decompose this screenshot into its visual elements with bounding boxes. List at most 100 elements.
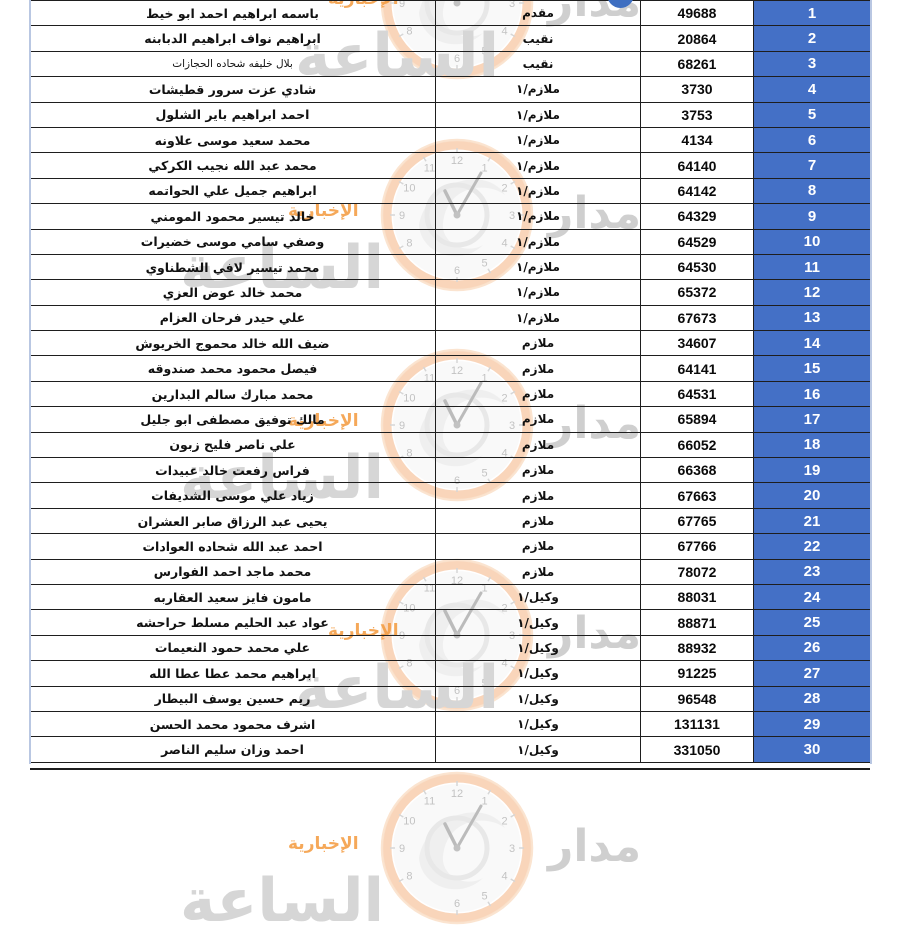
svg-text:4: 4 bbox=[502, 26, 508, 38]
table-row: وصفي سامي موسى خضيرات ملازم/١ 64529 10 bbox=[30, 229, 870, 255]
watermark-tagline: الإخبارية bbox=[328, 621, 399, 641]
officer-serial-cell: 28 bbox=[754, 686, 870, 711]
officer-serial-cell: 10 bbox=[754, 229, 870, 254]
officer-name-cell: زياد علي موسى الشديفات bbox=[30, 483, 436, 508]
table-row: مامون فايز سعيد العقاربه وكيل/١ 88031 24 bbox=[30, 584, 870, 611]
watermark-brand-alsaa: الساعة bbox=[180, 443, 385, 513]
officers-table: باسمه ابراهيم احمد ابو خيط مقدم 49688 1 ابرا… bbox=[30, 0, 870, 763]
officer-number-cell: 66052 bbox=[641, 432, 754, 458]
table-row: فيصل محمود محمد صندوقه ملازم 64141 15 bbox=[30, 356, 870, 382]
svg-text:2: 2 bbox=[502, 183, 508, 195]
svg-text:5: 5 bbox=[481, 468, 487, 480]
officer-serial-cell: 9 bbox=[754, 204, 870, 229]
officer-serial-cell: 7 bbox=[754, 153, 870, 178]
svg-text:1: 1 bbox=[481, 372, 487, 384]
officer-serial-cell: 30 bbox=[754, 737, 870, 762]
officer-serial-cell: 20 bbox=[754, 483, 870, 508]
table-row: بلال خليفه شحاده الحجازات نقيب 68261 3 bbox=[30, 51, 870, 78]
officer-name-cell: احمد عبد الله شحاده العوادات bbox=[30, 534, 436, 559]
svg-text:1: 1 bbox=[481, 795, 487, 807]
officer-serial-cell: 3 bbox=[754, 51, 870, 77]
officer-serial-cell: 26 bbox=[754, 635, 870, 661]
officer-name-cell: محمد ماجد احمد الفوارس bbox=[30, 559, 436, 584]
officer-serial-cell: 4 bbox=[754, 77, 870, 102]
officer-name-cell: محمد سعيد موسى علاونه bbox=[30, 127, 436, 153]
svg-text:1: 1 bbox=[481, 582, 487, 594]
table-row: احمد ابراهيم باير الشلول ملازم/١ 3753 5 bbox=[30, 102, 870, 128]
officer-serial-cell: 29 bbox=[754, 711, 870, 737]
officer-serial-cell: 25 bbox=[754, 610, 870, 635]
watermark-tagline: الإخبارية bbox=[288, 411, 359, 431]
svg-text:4: 4 bbox=[502, 238, 508, 250]
table-bottom-double-border bbox=[30, 768, 870, 770]
svg-text:3: 3 bbox=[509, 210, 515, 222]
svg-text:11: 11 bbox=[424, 582, 435, 594]
officer-number-cell: 64530 bbox=[641, 254, 754, 280]
officer-rank-cell: ملازم bbox=[436, 534, 641, 559]
table-row: زياد علي موسى الشديفات ملازم 67663 20 bbox=[30, 483, 870, 509]
officer-name-cell: ابراهيم محمد عطا عطا الله bbox=[30, 661, 436, 686]
officer-rank-cell: ملازم/١ bbox=[436, 178, 641, 204]
officer-serial-cell: 24 bbox=[754, 584, 870, 610]
officer-number-cell: 88932 bbox=[641, 635, 754, 661]
officer-rank-cell: ملازم/١ bbox=[436, 254, 641, 280]
officer-rank-cell: مقدم bbox=[436, 1, 641, 26]
svg-text:9: 9 bbox=[399, 630, 405, 642]
svg-text:12: 12 bbox=[451, 155, 463, 167]
svg-text:8: 8 bbox=[406, 448, 412, 460]
officer-number-cell: 64531 bbox=[641, 381, 754, 407]
officer-number-cell: 64329 bbox=[641, 204, 754, 229]
svg-text:2: 2 bbox=[502, 816, 508, 828]
officer-number-cell: 3730 bbox=[641, 77, 754, 102]
officer-rank-cell: ملازم/١ bbox=[436, 102, 641, 127]
officer-number-cell: 3753 bbox=[641, 102, 754, 127]
officer-rank-cell: ملازم bbox=[436, 407, 641, 432]
table-row: علي حيدر فرحان العزام ملازم/١ 67673 13 bbox=[30, 305, 870, 332]
officer-name-cell: باسمه ابراهيم احمد ابو خيط bbox=[30, 1, 436, 26]
watermark-tagline: الإخبارية bbox=[288, 834, 359, 854]
svg-text:6: 6 bbox=[454, 685, 460, 697]
table-row: ابراهيم نواف ابراهيم الدبابنه نقيب 20864 2 bbox=[30, 26, 870, 52]
officer-name-cell: يحيى عبد الرزاق صابر العشران bbox=[30, 508, 436, 534]
officer-number-cell: 131131 bbox=[641, 711, 754, 737]
officer-name-cell: ابراهيم جميل علي الحواتمه bbox=[30, 178, 436, 204]
officer-name-cell: احمد وزان سليم الناصر bbox=[30, 737, 436, 762]
officer-serial-cell: 13 bbox=[754, 305, 870, 331]
officer-serial-cell: 5 bbox=[754, 102, 870, 127]
officer-number-cell: 64140 bbox=[641, 153, 754, 178]
officer-serial-cell: 11 bbox=[754, 254, 870, 280]
officer-name-cell: ابراهيم نواف ابراهيم الدبابنه bbox=[30, 26, 436, 51]
officer-name-cell: فراس رفعت خالد عبيدات bbox=[30, 458, 436, 483]
officer-number-cell: 67663 bbox=[641, 483, 754, 508]
table-row: يحيى عبد الرزاق صابر العشران ملازم 67765 21 bbox=[30, 508, 870, 535]
svg-text:5: 5 bbox=[481, 891, 487, 903]
table-row: علي ناصر فليح زبون ملازم 66052 18 bbox=[30, 432, 870, 459]
table-row: محمد سعيد موسى علاونه ملازم/١ 4134 6 bbox=[30, 127, 870, 154]
watermark-brand-alsaa: الساعة bbox=[295, 21, 500, 91]
table-row: ريم حسين يوسف البيطار وكيل/١ 96548 28 bbox=[30, 686, 870, 712]
officer-number-cell: 64142 bbox=[641, 178, 754, 204]
officer-rank-cell: نقيب bbox=[436, 51, 641, 77]
officer-serial-cell: 27 bbox=[754, 661, 870, 686]
svg-text:4: 4 bbox=[502, 448, 508, 460]
officer-serial-cell: 18 bbox=[754, 432, 870, 458]
table-row: مالك توفيق مصطفى ابو جليل ملازم 65894 17 bbox=[30, 407, 870, 433]
watermark-brand-madar: مدار bbox=[548, 608, 642, 659]
officer-name-cell: مامون فايز سعيد العقاربه bbox=[30, 584, 436, 610]
officer-serial-cell: 14 bbox=[754, 331, 870, 356]
officer-name-cell: علي حيدر فرحان العزام bbox=[30, 305, 436, 331]
watermark-brand-alsaa: الساعة bbox=[180, 866, 385, 936]
officer-rank-cell: ملازم/١ bbox=[436, 153, 641, 178]
officer-rank-cell: ملازم/١ bbox=[436, 127, 641, 153]
table-row: فراس رفعت خالد عبيدات ملازم 66368 19 bbox=[30, 458, 870, 484]
officer-rank-cell: وكيل/١ bbox=[436, 610, 641, 635]
watermark-tagline: الإخبارية bbox=[328, 0, 399, 9]
svg-text:2: 2 bbox=[502, 603, 508, 615]
officer-serial-cell: 19 bbox=[754, 458, 870, 483]
officer-number-cell: 88871 bbox=[641, 610, 754, 635]
page-right-edge-line bbox=[870, 0, 872, 764]
svg-text:3: 3 bbox=[509, 843, 515, 855]
svg-text:5: 5 bbox=[481, 258, 487, 270]
